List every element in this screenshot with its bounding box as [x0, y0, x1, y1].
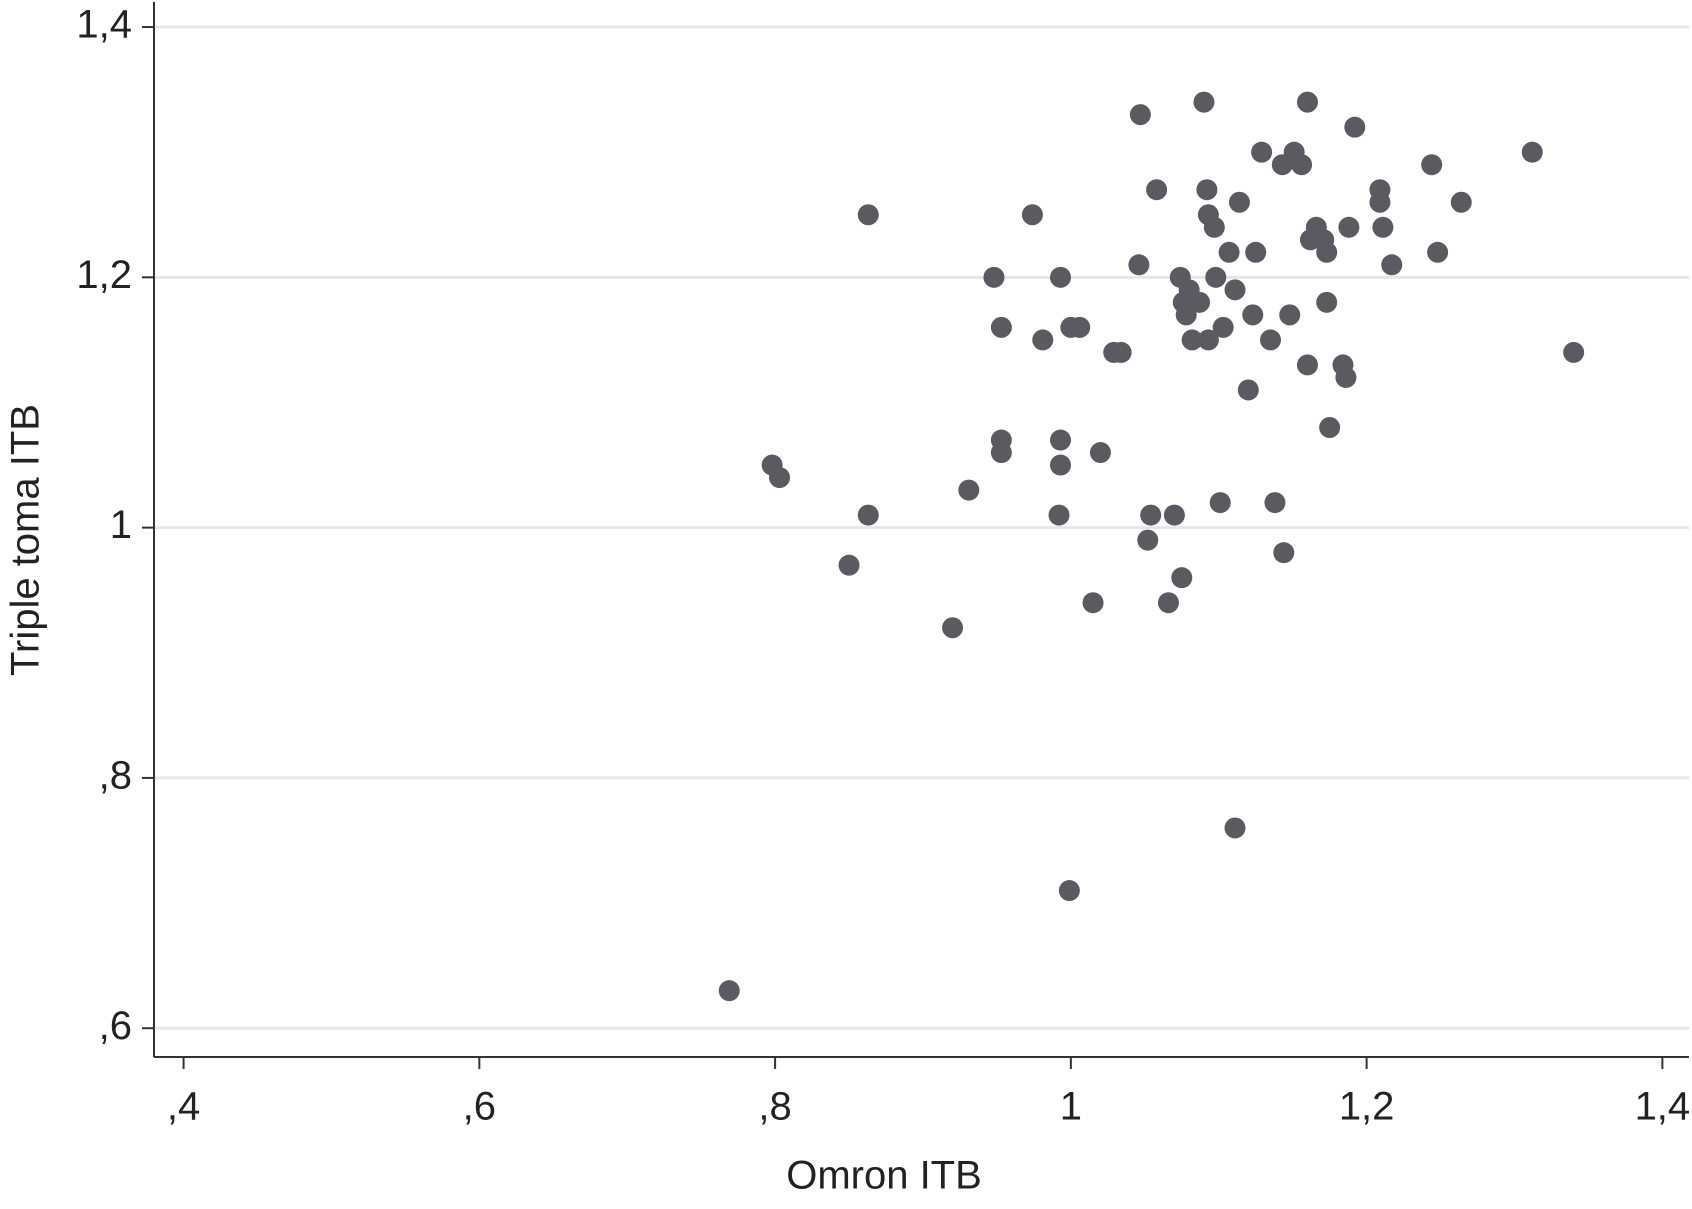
point	[1369, 191, 1391, 213]
point	[857, 204, 879, 226]
y-tick-label: ,8	[99, 753, 132, 797]
point	[1157, 592, 1179, 614]
point	[1050, 454, 1072, 476]
point	[1196, 179, 1218, 201]
point	[1032, 329, 1054, 351]
point	[1163, 504, 1185, 526]
point	[1224, 817, 1246, 839]
point	[1021, 204, 1043, 226]
point	[1212, 316, 1234, 338]
point	[1259, 329, 1281, 351]
point	[1245, 241, 1267, 263]
point	[1058, 880, 1080, 902]
point	[1050, 429, 1072, 451]
point	[1291, 154, 1313, 176]
x-tick-label: ,4	[167, 1085, 200, 1129]
point	[1128, 254, 1150, 276]
point	[1218, 241, 1240, 263]
point	[857, 504, 879, 526]
x-tick-label: ,8	[758, 1085, 791, 1129]
point	[1137, 529, 1159, 551]
point	[1189, 291, 1211, 313]
point	[1193, 91, 1215, 113]
x-tick-label: 1	[1060, 1085, 1082, 1129]
x-tick-label: 1,4	[1635, 1085, 1691, 1129]
point	[1110, 341, 1132, 363]
point	[1181, 329, 1203, 351]
point	[1521, 141, 1543, 163]
point	[1338, 216, 1360, 238]
point	[1319, 417, 1341, 439]
y-tick-label: 1,4	[76, 3, 132, 47]
point	[1296, 91, 1318, 113]
point	[1381, 254, 1403, 276]
x-tick-label: ,6	[463, 1085, 496, 1129]
point	[1427, 241, 1449, 263]
point	[1069, 316, 1091, 338]
point	[990, 316, 1012, 338]
point	[1175, 304, 1197, 326]
point	[1129, 104, 1151, 126]
point	[1273, 542, 1295, 564]
point	[1209, 492, 1231, 514]
y-tick-label: 1	[110, 503, 132, 547]
point	[1050, 266, 1072, 288]
point	[1140, 504, 1162, 526]
point	[838, 554, 860, 576]
x-axis-label: Omron ITB	[786, 1154, 982, 1198]
point	[1279, 304, 1301, 326]
point	[1335, 366, 1357, 388]
y-tick-label: ,6	[99, 1004, 132, 1048]
point	[1203, 216, 1225, 238]
point	[1450, 191, 1472, 213]
point	[1171, 567, 1193, 589]
point	[1296, 354, 1318, 376]
point	[1316, 241, 1338, 263]
point	[1048, 504, 1070, 526]
point	[1251, 141, 1273, 163]
point	[1228, 191, 1250, 213]
point	[1264, 492, 1286, 514]
point	[1146, 179, 1168, 201]
point	[1197, 329, 1219, 351]
point	[1242, 304, 1264, 326]
point	[958, 479, 980, 501]
point	[1344, 116, 1366, 138]
x-tick-label: 1,2	[1339, 1085, 1395, 1129]
point	[769, 467, 791, 489]
y-tick-label: 1,2	[76, 253, 132, 297]
point	[1089, 442, 1111, 464]
y-axis-label: Triple toma ITB	[4, 404, 48, 676]
point	[942, 617, 964, 639]
point	[1082, 592, 1104, 614]
point	[1224, 279, 1246, 301]
point	[1316, 291, 1338, 313]
point	[1421, 154, 1443, 176]
point	[1372, 216, 1394, 238]
point	[1563, 341, 1585, 363]
point	[1205, 266, 1227, 288]
point	[990, 442, 1012, 464]
point	[1237, 379, 1259, 401]
point	[718, 980, 740, 1002]
point	[983, 266, 1005, 288]
